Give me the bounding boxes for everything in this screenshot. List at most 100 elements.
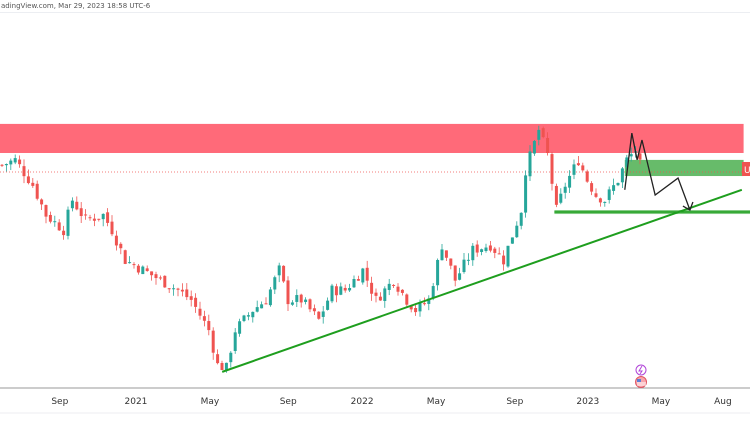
candle-body xyxy=(26,176,30,184)
candle-body xyxy=(308,299,312,310)
candle-body xyxy=(317,311,321,319)
candle-body xyxy=(101,213,105,220)
x-tick-label: Sep xyxy=(506,397,523,407)
candle-body xyxy=(409,305,413,310)
watermark-text: adingView.com, Mar 29, 2023 18:58 UTC-6 xyxy=(1,2,151,10)
candle-body xyxy=(286,280,290,305)
candle-body xyxy=(119,243,123,249)
candle-body xyxy=(79,208,83,217)
candle-body xyxy=(537,129,541,140)
watermark-header: adingView.com, Mar 29, 2023 18:58 UTC-6 xyxy=(0,0,750,13)
candle-body xyxy=(383,288,387,302)
candle-body xyxy=(207,321,211,331)
candle-body xyxy=(84,214,88,216)
candle-body xyxy=(348,288,352,291)
candle-body xyxy=(180,289,184,292)
candle-body xyxy=(251,311,255,318)
candle-body xyxy=(554,185,558,205)
candle-body xyxy=(158,277,162,279)
candle-body xyxy=(312,308,316,312)
candle-body xyxy=(361,268,365,283)
candle-body xyxy=(40,199,44,205)
candle-body xyxy=(238,321,242,334)
candle-body xyxy=(233,332,237,352)
candle-body xyxy=(132,264,136,266)
candle-body xyxy=(145,268,149,272)
candle-body xyxy=(123,250,127,264)
x-tick-label: May xyxy=(652,397,671,407)
candle-body xyxy=(488,245,492,251)
candle-body xyxy=(352,279,356,288)
candle-body xyxy=(273,277,277,290)
candle-body xyxy=(198,308,202,316)
candle-body xyxy=(88,217,92,219)
candle-body xyxy=(260,304,264,309)
candle-body xyxy=(453,265,457,281)
candle-body xyxy=(154,274,158,279)
candle-body xyxy=(620,168,624,183)
candle-body xyxy=(568,175,572,188)
candle-body xyxy=(339,286,343,295)
candle-body xyxy=(0,164,4,166)
candle-body xyxy=(246,315,250,317)
candle-body xyxy=(255,307,259,312)
x-tick-label: 2021 xyxy=(125,397,148,407)
candle-body xyxy=(44,205,48,217)
candle-body xyxy=(220,363,224,370)
x-tick-label: 2023 xyxy=(576,397,599,407)
candle-body xyxy=(92,218,96,221)
candle-body xyxy=(334,286,338,296)
candle-body xyxy=(374,292,378,296)
price-tag: U xyxy=(742,162,750,176)
price-tag-text: U xyxy=(744,166,750,176)
candle-body xyxy=(585,171,589,182)
candle-body xyxy=(612,185,616,191)
us-flag-event-icon[interactable] xyxy=(635,376,647,388)
x-tick-label: 2022 xyxy=(351,397,374,407)
candle-body xyxy=(66,209,70,236)
candle-body xyxy=(572,164,576,175)
candle-body xyxy=(304,299,308,302)
candle-body xyxy=(75,201,79,210)
candle-body xyxy=(532,140,536,154)
candle-body xyxy=(563,186,567,193)
candle-body xyxy=(216,354,220,364)
candle-body xyxy=(62,230,66,236)
candle-body xyxy=(502,255,506,265)
candle-body xyxy=(524,175,528,213)
lightning-event-icon[interactable] xyxy=(635,364,647,376)
candle-body xyxy=(559,193,563,203)
candle-body xyxy=(422,303,426,305)
candle-body xyxy=(343,287,347,291)
candle-body xyxy=(242,315,246,321)
candle-body xyxy=(106,212,110,223)
candle-body xyxy=(629,154,633,157)
candle-body xyxy=(449,258,453,266)
candle-body xyxy=(444,250,448,258)
trendline xyxy=(221,188,743,373)
candle-body xyxy=(466,259,470,261)
candle-body xyxy=(387,283,391,290)
candle-body xyxy=(4,164,8,166)
candle-body xyxy=(458,273,462,280)
candle-body xyxy=(211,330,215,353)
candle-body xyxy=(18,159,22,165)
target-zone xyxy=(624,159,744,177)
candle-body xyxy=(603,201,607,203)
candle-body xyxy=(493,248,497,253)
candle-body xyxy=(436,259,440,286)
candle-body xyxy=(392,284,396,286)
candle-body xyxy=(22,166,26,177)
candle-body xyxy=(581,165,585,171)
candle-body xyxy=(35,183,39,199)
candle-body xyxy=(405,294,409,305)
projection-arrowhead xyxy=(682,201,694,211)
candle-body xyxy=(396,286,400,292)
candle-body xyxy=(114,235,118,246)
candle-body xyxy=(462,259,466,273)
candle-body xyxy=(321,311,325,317)
candle-body xyxy=(48,214,52,222)
candle-body xyxy=(616,182,620,186)
candle-body xyxy=(53,221,57,223)
